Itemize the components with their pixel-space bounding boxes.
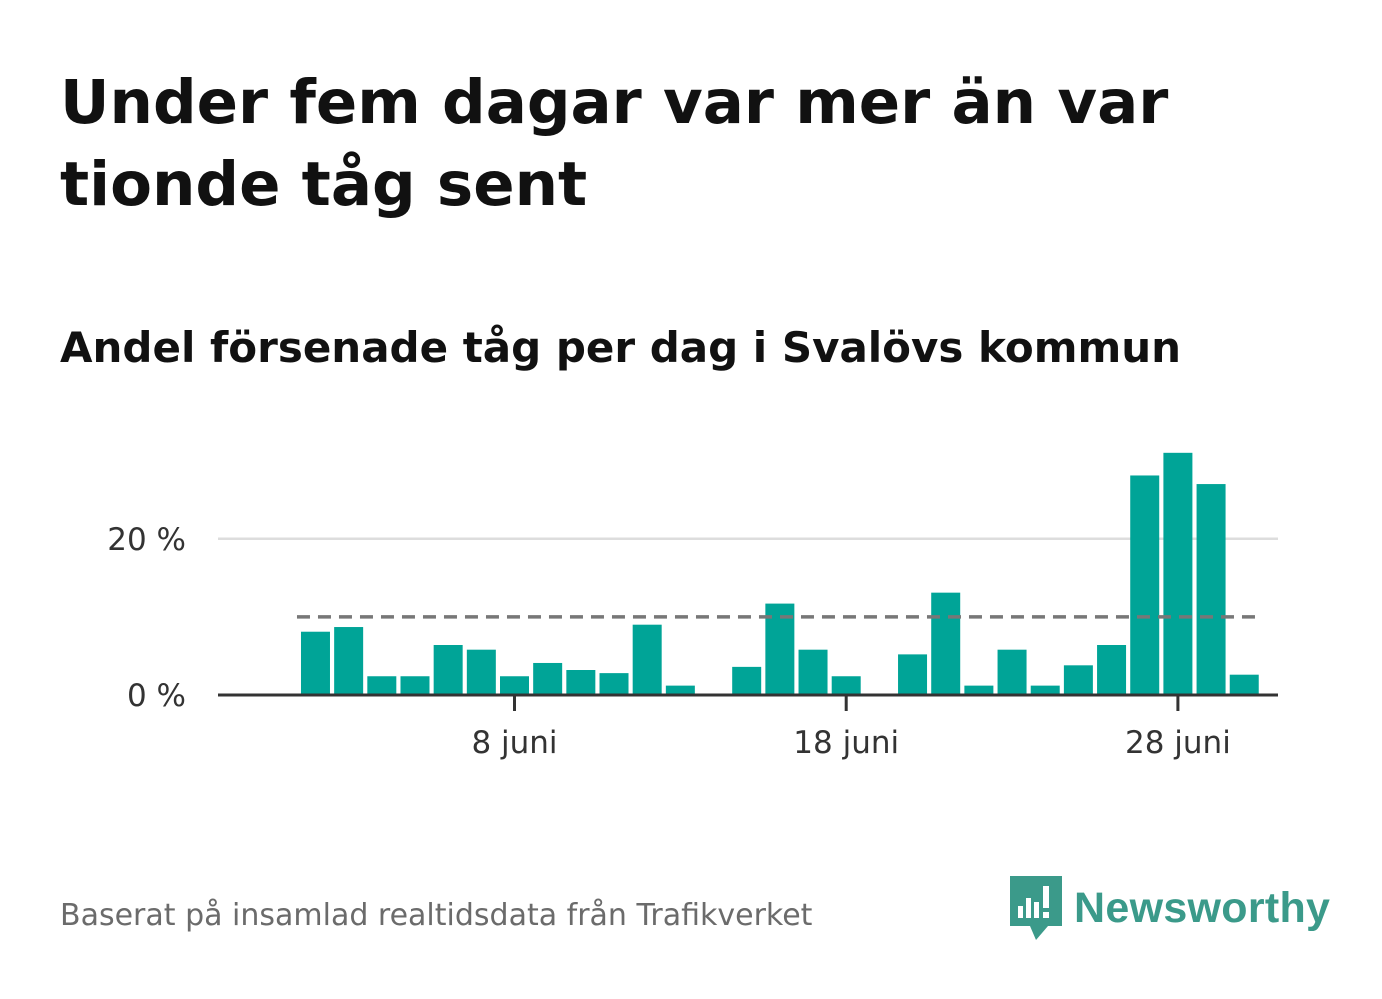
chart-title: Under fem dagar var mer än var tionde tå… xyxy=(60,67,1169,220)
bar xyxy=(300,631,330,695)
bar xyxy=(599,673,629,695)
bar xyxy=(997,649,1027,695)
y-tick-label: 20 % xyxy=(107,522,186,558)
bar xyxy=(334,627,364,695)
y-tick-label: 0 % xyxy=(127,678,186,714)
bar xyxy=(433,645,463,695)
y-axis-ticks: 0 % 20 % xyxy=(107,522,186,714)
bar xyxy=(931,592,961,695)
x-tick-label: 18 juni xyxy=(793,725,899,761)
bar xyxy=(798,649,828,695)
bar xyxy=(1030,685,1060,695)
bar xyxy=(732,666,762,695)
bar xyxy=(533,662,563,695)
bar xyxy=(1063,665,1093,695)
x-tick-label: 8 juni xyxy=(471,725,557,761)
bar xyxy=(765,603,795,695)
bar xyxy=(831,676,861,695)
x-tick-label: 28 juni xyxy=(1125,725,1231,761)
bar xyxy=(964,685,994,695)
bars xyxy=(300,452,1259,695)
x-axis-ticks: 8 juni 18 juni 28 juni xyxy=(471,695,1231,761)
bar xyxy=(1229,674,1259,695)
source-note: Baserat på insamlad realtidsdata från Tr… xyxy=(60,898,813,933)
chart-subtitle: Andel försenade tåg per dag i Svalövs ko… xyxy=(60,323,1182,372)
newsworthy-logo: Newsworthy xyxy=(1010,876,1330,940)
bar xyxy=(665,685,695,695)
bar xyxy=(1163,452,1193,695)
bar xyxy=(1130,475,1160,695)
bar xyxy=(1196,484,1226,695)
bar xyxy=(466,649,496,695)
bar xyxy=(367,676,397,695)
bar xyxy=(400,676,430,695)
bar xyxy=(1097,645,1127,695)
newsworthy-logo-icon xyxy=(1010,876,1062,940)
newsworthy-logo-text: Newsworthy xyxy=(1074,883,1331,932)
bar xyxy=(500,676,529,695)
bar xyxy=(898,654,928,695)
bar xyxy=(632,624,662,695)
bar xyxy=(566,670,596,695)
